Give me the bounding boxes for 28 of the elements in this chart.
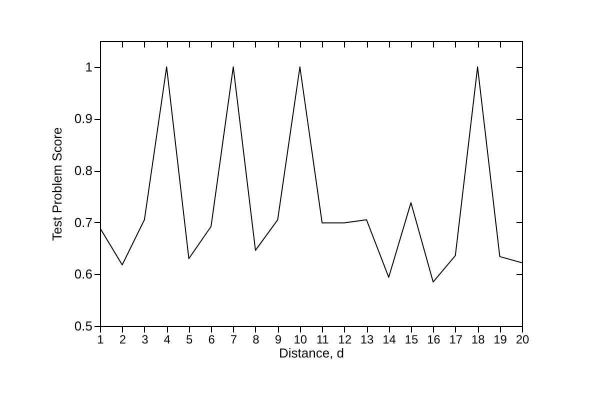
x-tick-label: 16 <box>426 332 441 346</box>
x-tick-label: 19 <box>494 332 508 346</box>
x-tick-label: 10 <box>294 332 308 346</box>
y-tick-label: 0.9 <box>74 111 92 126</box>
y-tick-label: 1 <box>85 59 92 74</box>
x-tick-label: 18 <box>471 332 486 346</box>
x-tick-label: 15 <box>404 332 418 346</box>
x-axis-title: Distance, d <box>278 346 344 360</box>
x-tick-label: 14 <box>382 332 396 346</box>
x-tick-label: 5 <box>186 332 193 346</box>
x-tick-label: 12 <box>338 332 352 346</box>
x-tick-label: 11 <box>316 332 330 346</box>
x-tick-label: 13 <box>360 332 374 346</box>
x-tick-label: 2 <box>119 332 126 346</box>
y-tick-label: 0.5 <box>74 318 92 334</box>
x-tick-label: 8 <box>252 332 260 346</box>
x-tick-label: 6 <box>208 332 216 346</box>
x-tick-label: 20 <box>516 332 530 346</box>
y-tick-label: 0.6 <box>74 266 92 282</box>
x-tick-label: 3 <box>142 332 149 346</box>
x-tick-label: 1 <box>97 332 104 346</box>
y-tick-label: 0.7 <box>74 214 92 230</box>
x-tick-label: 7 <box>230 332 238 346</box>
y-tick-label: 0.8 <box>74 163 92 178</box>
x-tick-label: 17 <box>449 332 463 346</box>
x-tick-label: 9 <box>274 332 282 346</box>
x-tick-label: 4 <box>164 332 171 346</box>
y-axis-title: Test Problem Score <box>49 127 64 241</box>
